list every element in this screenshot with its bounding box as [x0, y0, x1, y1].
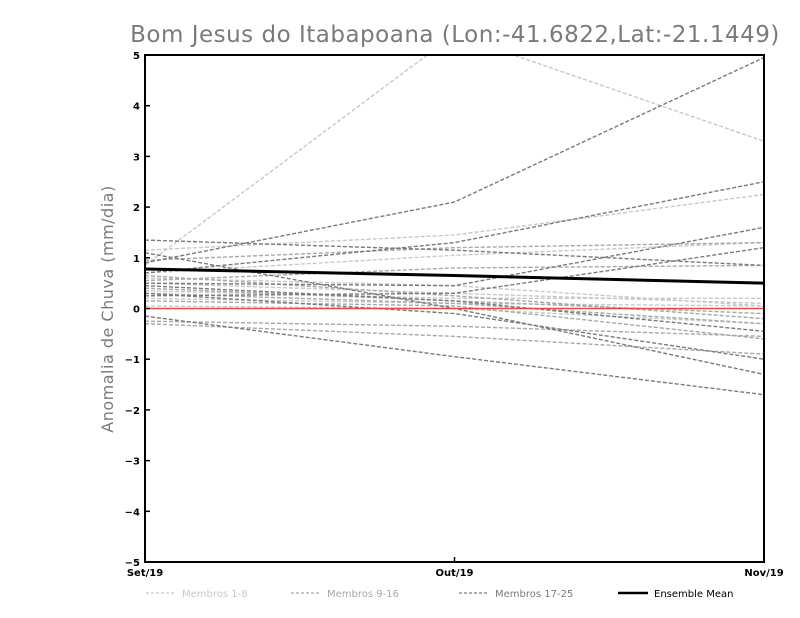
member-line-16 [145, 264, 764, 282]
legend-label-4: Ensemble Mean [654, 589, 733, 600]
y-tick-label: −1 [125, 355, 140, 366]
member-line-13 [145, 274, 764, 320]
y-tick-label: −3 [125, 457, 140, 468]
member-line-24 [145, 284, 764, 333]
x-tick-label: Out/19 [436, 568, 474, 579]
x-ticks: Set/19 Out/19 Nov/19 [127, 557, 784, 579]
y-tick-label: −2 [125, 406, 140, 417]
member-line-22 [145, 315, 764, 396]
ensemble-mean-line [144, 267, 765, 285]
member-line-15 [145, 300, 764, 340]
member-line-25 [145, 292, 764, 360]
member-line-2 [145, 193, 764, 251]
member-line-9 [145, 241, 764, 262]
member-line-1 [145, 55, 764, 266]
y-tick-label: −5 [125, 558, 140, 569]
legend-label-2: Membros 9-16 [327, 589, 399, 600]
y-tick-label: 0 [133, 305, 140, 316]
member-line-19 [145, 226, 764, 287]
series-layer [145, 55, 764, 396]
member-line-5 [145, 290, 764, 300]
y-axis-label: Anomalia de Chuva (mm/dia) [98, 185, 117, 432]
y-tick-label: 4 [133, 102, 140, 113]
member-line-20 [145, 239, 764, 267]
member-line-14 [145, 323, 764, 355]
x-tick-label: Nov/19 [744, 568, 783, 579]
chart-title: Bom Jesus do Itabapoana (Lon:-41.6822,La… [130, 22, 780, 48]
legend: Membros 1-8 Membros 9-16 Membros 17-25 Ense… [146, 589, 733, 600]
legend-label-3: Membros 17-25 [495, 589, 573, 600]
y-tick-label: 2 [133, 203, 140, 214]
y-tick-label: 1 [133, 254, 140, 265]
y-tick-label: −4 [125, 507, 140, 518]
y-tick-label: 5 [133, 51, 140, 62]
x-tick-label: Set/19 [127, 568, 163, 579]
legend-label-1: Membros 1-8 [182, 589, 248, 600]
member-line-21 [145, 246, 764, 297]
member-line-11 [145, 292, 764, 325]
member-line-18 [145, 181, 764, 274]
member-line-12 [145, 320, 764, 338]
y-ticks: −5 −4 −3 −2 −1 0 1 2 3 4 5 [125, 51, 150, 569]
member-line-17 [145, 56, 764, 264]
y-tick-label: 3 [133, 152, 140, 163]
